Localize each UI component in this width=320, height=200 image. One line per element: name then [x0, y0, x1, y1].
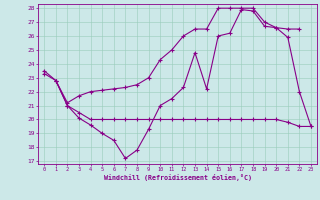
X-axis label: Windchill (Refroidissement éolien,°C): Windchill (Refroidissement éolien,°C): [104, 174, 252, 181]
